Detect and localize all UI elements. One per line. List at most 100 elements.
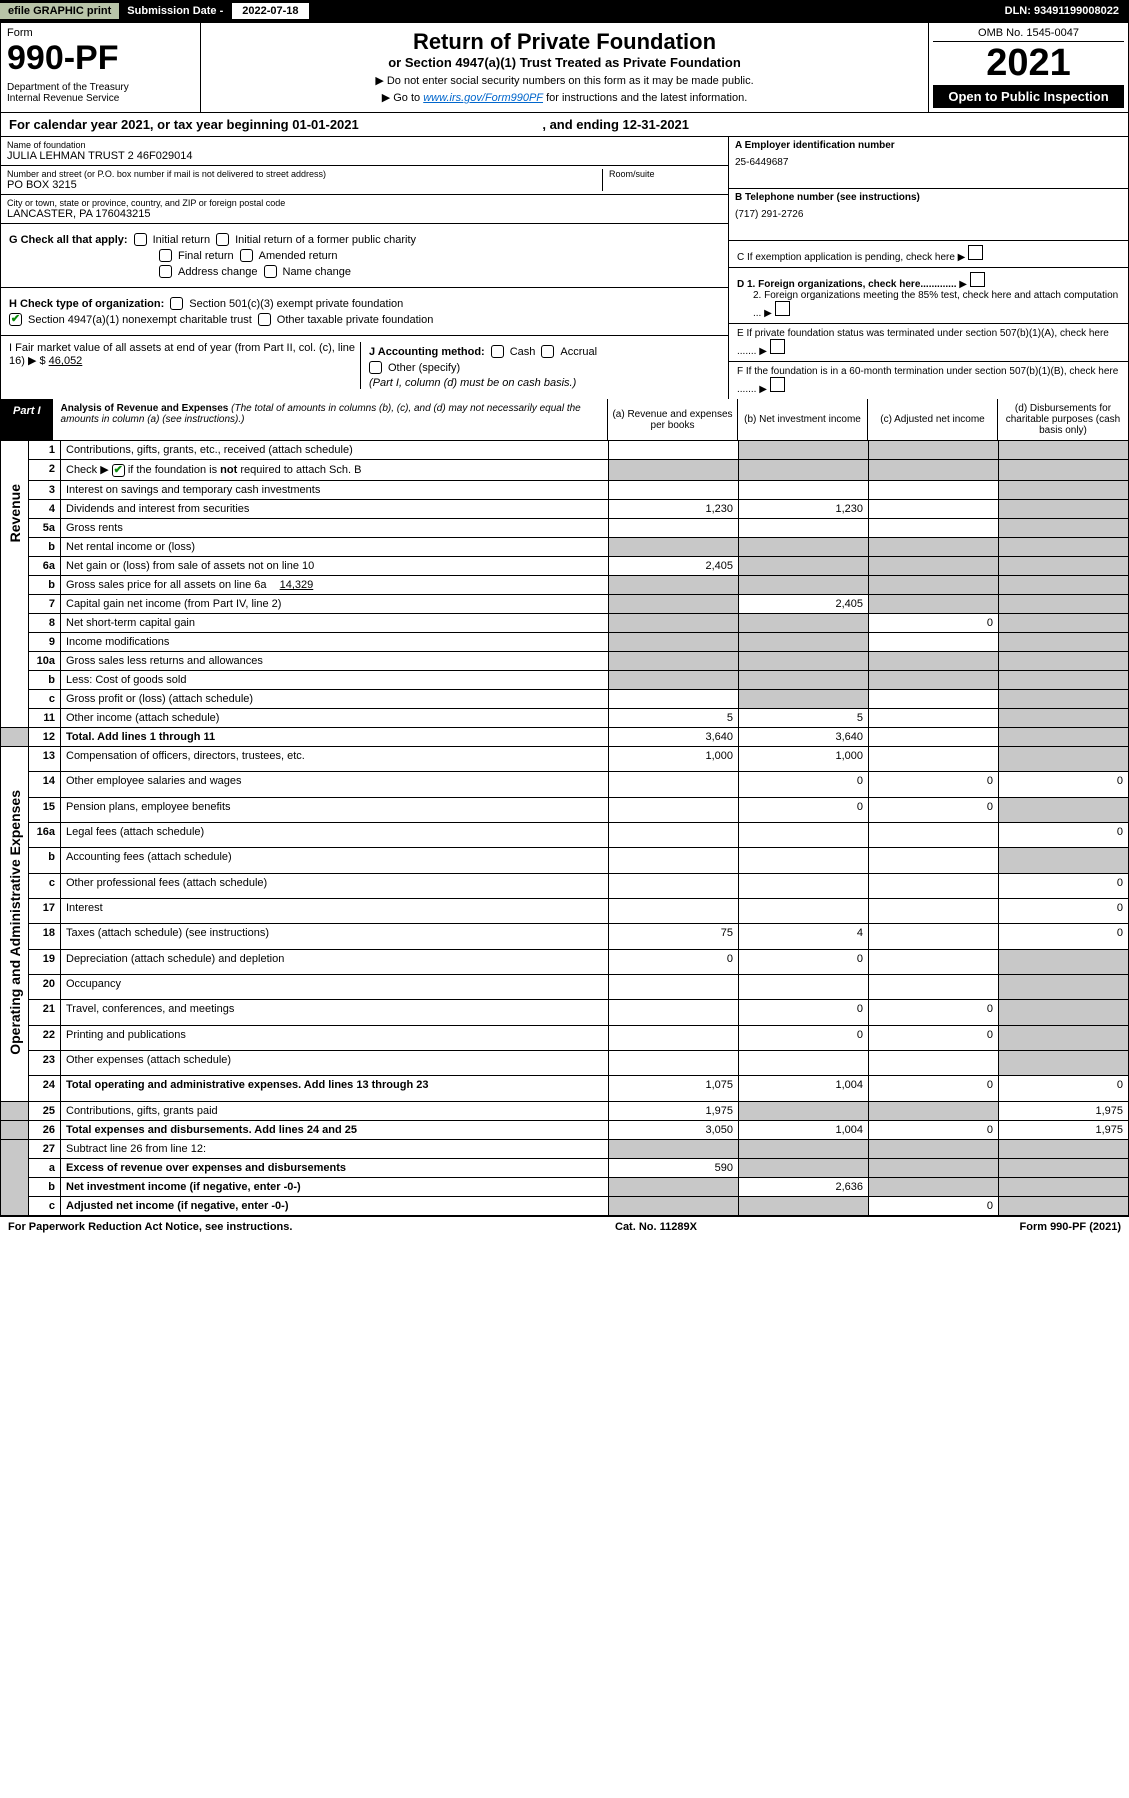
calendar-year-line: For calendar year 2021, or tax year begi… (0, 113, 1129, 137)
h-label: H Check type of organization: (9, 298, 164, 310)
row-27: 27Subtract line 26 from line 12: (1, 1139, 1129, 1158)
dept-text: Department of the Treasury Internal Reve… (7, 82, 194, 104)
form-id-block: Form 990-PF Department of the Treasury I… (1, 23, 201, 112)
revenue-side-label: Revenue (7, 444, 23, 582)
row-5a: 5aGross rents (1, 519, 1129, 538)
row-6b: bGross sales price for all assets on lin… (1, 576, 1129, 595)
efile-badge: efile GRAPHIC print (0, 3, 119, 19)
cb-address-change[interactable] (159, 265, 172, 278)
instruction-1: ▶ Do not enter social security numbers o… (207, 74, 922, 87)
row-10c: cGross profit or (loss) (attach schedule… (1, 690, 1129, 709)
cb-final-return[interactable] (159, 249, 172, 262)
cb-cash[interactable] (491, 345, 504, 358)
row-25: 25Contributions, gifts, grants paid1,975… (1, 1101, 1129, 1120)
submission-date-label: Submission Date - (119, 3, 231, 19)
row-15: 15Pension plans, employee benefits00 (1, 797, 1129, 822)
ein-cell: A Employer identification number 25-6449… (729, 137, 1128, 189)
g-opt-5: Name change (283, 266, 352, 278)
cb-schb[interactable]: ✔ (112, 464, 125, 477)
cal-pre: For calendar year 2021, or tax year begi… (9, 117, 292, 132)
box-e: E If private foundation status was termi… (729, 324, 1128, 362)
cb-initial-return[interactable] (134, 233, 147, 246)
cal-begin: 01-01-2021 (292, 117, 359, 132)
part1-desc: Analysis of Revenue and Expenses (The to… (53, 399, 608, 440)
row-17: 17Interest0 (1, 898, 1129, 923)
instr2-post: for instructions and the latest informat… (543, 92, 747, 104)
h-opt-1: Section 501(c)(3) exempt private foundat… (189, 298, 403, 310)
row-18: 18Taxes (attach schedule) (see instructi… (1, 924, 1129, 949)
cb-d1[interactable] (970, 272, 985, 287)
row-27c: cAdjusted net income (if negative, enter… (1, 1196, 1129, 1215)
section-ij: I Fair market value of all assets at end… (1, 336, 728, 395)
row6b-val: 14,329 (280, 579, 314, 591)
col-c-hdr: (c) Adjusted net income (868, 399, 998, 440)
city-cell: City or town, state or province, country… (1, 195, 728, 224)
room-label: Room/suite (603, 169, 722, 179)
cb-amended-return[interactable] (240, 249, 253, 262)
col-d-hdr: (d) Disbursements for charitable purpose… (998, 399, 1128, 440)
form-header: Form 990-PF Department of the Treasury I… (0, 22, 1129, 113)
name-label: Name of foundation (7, 140, 722, 150)
cal-end: 12-31-2021 (623, 117, 690, 132)
row-16a: 16aLegal fees (attach schedule)0 (1, 822, 1129, 847)
ein-value: 25-6449687 (735, 157, 1122, 168)
cb-f[interactable] (770, 377, 785, 392)
city-label: City or town, state or province, country… (7, 198, 722, 208)
row-21: 21Travel, conferences, and meetings00 (1, 1000, 1129, 1025)
row6b-desc: Gross sales price for all assets on line… (66, 579, 267, 591)
row-23: 23Other expenses (attach schedule) (1, 1050, 1129, 1075)
row-9: 9Income modifications (1, 633, 1129, 652)
instr-link[interactable]: www.irs.gov/Form990PF (423, 92, 543, 104)
g-opt-3: Amended return (259, 250, 338, 262)
j-note: (Part I, column (d) must be on cash basi… (369, 377, 720, 389)
box-c-text: C If exemption application is pending, c… (737, 252, 955, 263)
row-19: 19Depreciation (attach schedule) and dep… (1, 949, 1129, 974)
box-f-text: F If the foundation is in a 60-month ter… (737, 366, 1118, 395)
g-label: G Check all that apply: (9, 234, 128, 246)
row-12: 12Total. Add lines 1 through 113,6403,64… (1, 728, 1129, 747)
expense-side-label: Operating and Administrative Expenses (7, 750, 23, 1095)
j-cash: Cash (510, 346, 536, 358)
phone-cell: B Telephone number (see instructions) (7… (729, 189, 1128, 241)
instruction-2: ▶ Go to www.irs.gov/Form990PF for instru… (207, 91, 922, 104)
footer-mid: Cat. No. 11289X (615, 1221, 697, 1233)
address-cell: Number and street (or P.O. box number if… (1, 166, 728, 195)
cb-e[interactable] (770, 339, 785, 354)
cb-c[interactable] (968, 245, 983, 260)
g-opt-2: Final return (178, 250, 234, 262)
cb-initial-former[interactable] (216, 233, 229, 246)
form-title: Return of Private Foundation (207, 29, 922, 55)
cb-other-method[interactable] (369, 361, 382, 374)
row-26: 26Total expenses and disbursements. Add … (1, 1120, 1129, 1139)
j-label: J Accounting method: (369, 346, 485, 358)
cb-4947a1[interactable]: ✔ (9, 313, 22, 326)
cb-501c3[interactable] (170, 297, 183, 310)
section-h: H Check type of organization: Section 50… (1, 288, 728, 336)
col-a-hdr: (a) Revenue and expenses per books (608, 399, 738, 440)
box-d: D 1. Foreign organizations, check here..… (729, 268, 1128, 324)
phone-label: B Telephone number (see instructions) (735, 192, 1122, 203)
cal-mid: , and ending (539, 117, 623, 132)
cb-other-taxable[interactable] (258, 313, 271, 326)
part1-header: Part I Analysis of Revenue and Expenses … (0, 399, 1129, 441)
j-other: Other (specify) (388, 362, 460, 374)
form-number: 990-PF (7, 39, 194, 78)
cb-accrual[interactable] (541, 345, 554, 358)
dln: DLN: 93491199008022 (995, 3, 1129, 19)
row-16c: cOther professional fees (attach schedul… (1, 873, 1129, 898)
phone-value: (717) 291-2726 (735, 209, 1122, 220)
box-c: C If exemption application is pending, c… (729, 241, 1128, 268)
form-label: Form (7, 27, 194, 39)
form-title-block: Return of Private Foundation or Section … (201, 23, 928, 112)
cb-d2[interactable] (775, 301, 790, 316)
row-20: 20Occupancy (1, 974, 1129, 999)
room-cell: Room/suite (602, 169, 722, 191)
inspection-badge: Open to Public Inspection (933, 85, 1124, 108)
row-11: 11Other income (attach schedule)55 (1, 709, 1129, 728)
i-value: 46,052 (49, 355, 83, 367)
row-3: 3Interest on savings and temporary cash … (1, 481, 1129, 500)
cb-name-change[interactable] (264, 265, 277, 278)
part1-label: Part I (1, 399, 53, 440)
row-6a: 6aNet gain or (loss) from sale of assets… (1, 557, 1129, 576)
row-22: 22Printing and publications00 (1, 1025, 1129, 1050)
